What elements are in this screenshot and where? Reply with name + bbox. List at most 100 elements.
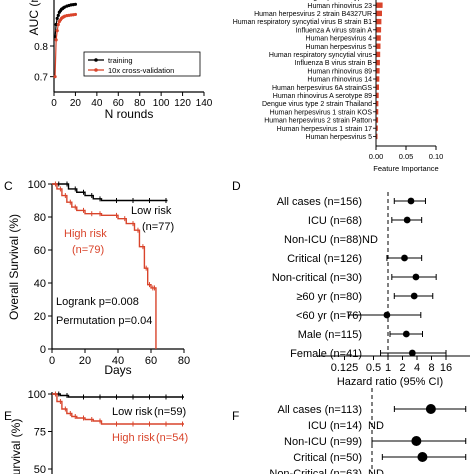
- c-xtick-label: 40: [112, 355, 124, 367]
- forest-point: [412, 273, 420, 281]
- c-series: [52, 181, 168, 349]
- c-high-risk-label: High risk: [64, 228, 107, 240]
- fi-bar: [376, 109, 379, 115]
- auc-legend: training 10x cross-validation: [83, 51, 201, 77]
- legend-label-training: training: [108, 56, 133, 65]
- fi-ticks: 0.00 0.05 0.10: [369, 146, 443, 161]
- panel-auc: AUC (mean N rounds 0 20 40 60 80 100 120 140 0.7…: [27, 0, 213, 121]
- fi-category-label: Human herpesvirus 4: [305, 36, 372, 43]
- auc-point: [55, 16, 59, 20]
- panel-label-d: D: [232, 179, 241, 193]
- fi-category-label: Human rhinovirus A serotype 89: [273, 93, 372, 100]
- fi-category-label: Human herpesvirus 5: [305, 44, 372, 51]
- c-ticks: 0 20 40 60 80 0 20 40 60 80 100: [28, 179, 190, 367]
- fi-bar: [376, 27, 382, 33]
- e-high-risk-n: (n=54): [156, 432, 188, 444]
- auc-point: [73, 12, 78, 17]
- forest-nd-label: ND: [362, 234, 378, 246]
- forest-point: [411, 436, 422, 446]
- forest-row-label: <60 yr (n=76): [296, 310, 362, 322]
- forest-row-label: All cases (n=156): [277, 196, 362, 208]
- fi-bar: [376, 59, 380, 66]
- fi-category-label: Human herpesvirus 2 strain Patton: [264, 118, 372, 125]
- d-xtick-label: 0.125: [331, 362, 359, 374]
- forest-row-label: ≥60 yr (n=80): [296, 291, 362, 303]
- auc-point: [56, 22, 60, 27]
- fi-bar: [376, 84, 379, 90]
- auc-xtick-label: 60: [113, 98, 125, 109]
- fi-category-label: Dengue virus type 2 strain Thailand: [262, 101, 372, 108]
- auc-series: [53, 2, 78, 79]
- forest-row-label: Non-ICU (n=99): [284, 436, 362, 448]
- fi-bar: [376, 51, 381, 58]
- fi-bar: [376, 43, 381, 49]
- fi-bar: [376, 2, 383, 8]
- auc-point: [73, 2, 78, 6]
- auc-point: [56, 13, 60, 17]
- e-ytick-label: 50: [34, 464, 46, 474]
- c-annotation-logrank: Logrank p=0.008: [56, 296, 139, 308]
- forest-point: [410, 292, 418, 300]
- forest-row-label: Non-critical (n=30): [272, 272, 362, 284]
- auc-xtick-label: 80: [134, 98, 146, 109]
- auc-point: [54, 38, 58, 42]
- panel-e-survival: E survival (%) 50 75 100 Low risk (n=59) H…: [4, 389, 188, 474]
- c-ytick-label: 40: [34, 278, 46, 290]
- fi-category-label: HIV1 group M subtype B: [296, 0, 373, 2]
- d-xtick-label: 2: [399, 362, 405, 374]
- d-rows: All cases (n=156) ICU (n=68) Non-ICU (n=88…: [272, 192, 447, 360]
- forest-point: [425, 404, 436, 414]
- fi-xtick-label: 0.00: [369, 152, 384, 161]
- fi-bar: [376, 18, 382, 25]
- fi-category-label: Human rhinovirus 14: [307, 77, 372, 84]
- forest-point: [383, 311, 391, 319]
- e-low-risk-n: (n=59): [154, 406, 186, 418]
- auc-xlabel: N rounds: [105, 107, 154, 121]
- auc-legend-box: [83, 51, 201, 77]
- forest-point: [417, 452, 428, 462]
- c-curve-0: [52, 183, 168, 202]
- auc-xtick-label: 0: [51, 98, 57, 109]
- forest-row-label: Non-ICU (n=88): [284, 234, 362, 246]
- c-ylabel: Overall Survival (%): [7, 214, 21, 320]
- fi-bar: [376, 133, 378, 140]
- legend-marker-cv: [94, 68, 98, 72]
- c-low-risk-label: Low risk: [131, 205, 172, 217]
- fi-bar: [376, 117, 379, 123]
- panel-label-e: E: [4, 409, 12, 423]
- d-ticks: 0.125 0.5 1 2 4 8 16: [331, 356, 452, 374]
- forest-point: [401, 254, 408, 262]
- d-xtick-label: 16: [440, 362, 452, 374]
- fi-category-label: Influenza B virus strain B: [295, 60, 373, 67]
- e-curve-1: [52, 393, 184, 425]
- panel-d-forest: D All cases (n=156) ICU (n=68) Non-ICU (n=…: [232, 179, 470, 388]
- fi-category-label: Influenza A virus strain A: [296, 27, 373, 34]
- auc-ytick-label: 0.8: [34, 42, 48, 53]
- forest-row-label: ICU (n=68): [308, 215, 362, 227]
- c-xtick-label: 0: [49, 355, 55, 367]
- fi-bar: [376, 68, 380, 74]
- d-xtick-label: 4: [414, 362, 420, 374]
- forest-nd-label: ND: [368, 420, 384, 432]
- forest-nd-label: ND: [368, 468, 384, 474]
- auc-point: [55, 29, 59, 33]
- fi-bar: [376, 35, 381, 41]
- forest-row-label: Critical (n=50): [293, 452, 362, 464]
- c-ytick-label: 80: [34, 212, 46, 224]
- fi-category-label: Human herpesvirus 1 strain KOS: [270, 109, 373, 116]
- forest-row-label: Female (n=41): [290, 348, 362, 360]
- fi-category-label: Human respiratory syncytial virus B stra…: [233, 19, 372, 26]
- e-ytick-label: 75: [34, 427, 46, 439]
- c-curve-1: [52, 183, 157, 349]
- c-annotation-permutation: Permutation p=0.04: [56, 315, 152, 327]
- fi-bar: [376, 10, 382, 17]
- forest-point: [407, 197, 415, 205]
- fi-category-label: Human herpesvirus 1 strain 17: [277, 126, 372, 133]
- forest-row-label: ICU (n=14): [308, 420, 362, 432]
- auc-point: [53, 75, 57, 79]
- auc-xtick-label: 120: [174, 98, 191, 109]
- c-ytick-label: 0: [40, 344, 46, 356]
